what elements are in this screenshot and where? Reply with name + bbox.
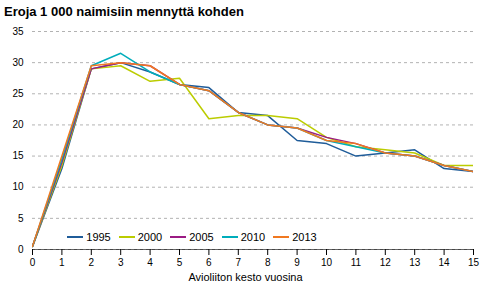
svg-text:15: 15 [468, 257, 480, 268]
svg-text:20: 20 [12, 119, 24, 130]
html-text:2005: 2005 [189, 231, 214, 243]
svg-text:25: 25 [12, 88, 24, 99]
html-text:2013: 2013 [292, 231, 317, 243]
svg-text:35: 35 [12, 26, 24, 37]
svg-text:10: 10 [12, 181, 24, 192]
svg-text:7: 7 [236, 257, 242, 268]
svg-text:14: 14 [439, 257, 451, 268]
svg-text:11: 11 [351, 257, 362, 268]
html-text:2000: 2000 [137, 231, 163, 243]
svg-text:15: 15 [12, 150, 24, 161]
svg-text:4: 4 [147, 257, 153, 268]
svg-text:10: 10 [321, 257, 333, 268]
html-text:2010: 2010 [240, 231, 266, 243]
svg-text:0: 0 [30, 257, 36, 268]
svg-text:6: 6 [206, 257, 212, 268]
svg-text:30: 30 [12, 57, 24, 68]
html-text:1995: 1995 [86, 231, 111, 243]
svg-text:5: 5 [177, 257, 183, 268]
svg-text:0: 0 [18, 244, 24, 255]
svg-text:5: 5 [18, 213, 24, 224]
svg-text:9: 9 [294, 257, 300, 268]
svg-text:12: 12 [380, 257, 392, 268]
html-text:Avioliiton kesto vuosina: Avioliiton kesto vuosina [188, 271, 303, 283]
svg-text:1: 1 [59, 257, 65, 268]
svg-text:8: 8 [265, 257, 271, 268]
svg-text:3: 3 [118, 257, 124, 268]
svg-text:13: 13 [409, 257, 421, 268]
html-text:Eroja 1 000 naimisiin mennyttä: Eroja 1 000 naimisiin mennyttä kohden [4, 4, 244, 19]
svg-text:2: 2 [89, 257, 95, 268]
